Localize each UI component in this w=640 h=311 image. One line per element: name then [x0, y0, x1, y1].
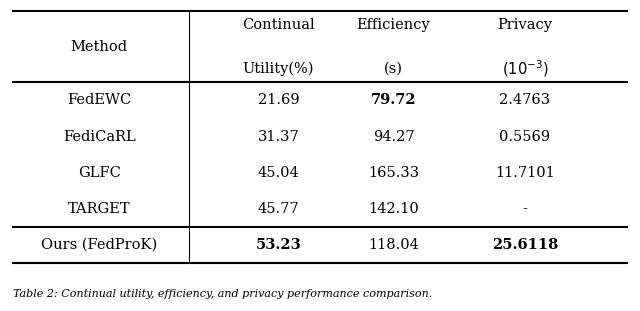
Text: Ours (FedProK): Ours (FedProK): [41, 238, 157, 252]
Text: 142.10: 142.10: [368, 202, 419, 216]
Text: Efficiency: Efficiency: [356, 18, 431, 32]
Text: 165.33: 165.33: [368, 165, 419, 180]
Text: 2.4763: 2.4763: [499, 93, 550, 108]
Text: 79.72: 79.72: [371, 93, 417, 108]
Text: FedEWC: FedEWC: [67, 93, 131, 108]
Text: Utility(%): Utility(%): [243, 61, 314, 76]
Text: 11.7101: 11.7101: [495, 165, 555, 180]
Text: 31.37: 31.37: [257, 129, 300, 144]
Text: Table 2: Continual utility, efficiency, and privacy performance comparison.: Table 2: Continual utility, efficiency, …: [13, 289, 432, 299]
Text: 94.27: 94.27: [372, 129, 415, 144]
Text: FediCaRL: FediCaRL: [63, 129, 136, 144]
Text: Method: Method: [70, 39, 128, 54]
Text: 45.77: 45.77: [257, 202, 300, 216]
Text: (s): (s): [384, 61, 403, 76]
Text: GLFC: GLFC: [78, 165, 120, 180]
Text: Continual: Continual: [242, 18, 315, 32]
Text: 21.69: 21.69: [257, 93, 300, 108]
Text: 0.5569: 0.5569: [499, 129, 550, 144]
Text: 118.04: 118.04: [368, 238, 419, 252]
Text: 53.23: 53.23: [255, 238, 301, 252]
Text: $(10^{-3})$: $(10^{-3})$: [502, 58, 548, 79]
Text: 25.6118: 25.6118: [492, 238, 558, 252]
Text: Privacy: Privacy: [497, 18, 552, 32]
Text: -: -: [522, 202, 527, 216]
Text: TARGET: TARGET: [68, 202, 131, 216]
Text: 45.04: 45.04: [257, 165, 300, 180]
